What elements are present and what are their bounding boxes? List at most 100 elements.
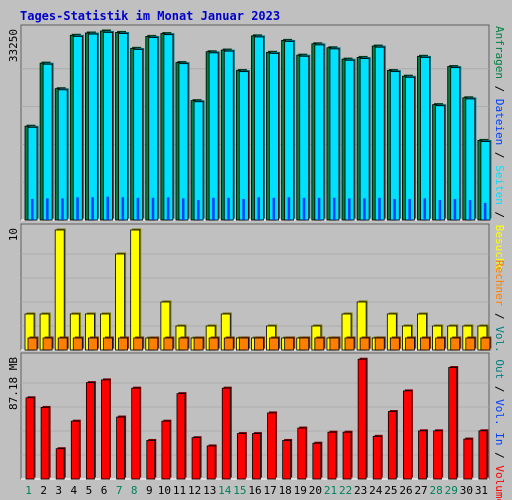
bar-sites-3 xyxy=(57,337,68,351)
y-max-label: 10 xyxy=(7,228,20,241)
legend-legend_top-item-0: Anfragen xyxy=(493,26,506,79)
bar-sites-1 xyxy=(27,337,38,351)
legend-legend_mid: Rechner / Vol. Out / Vol. In / Volumen xyxy=(493,260,506,500)
legend-legend_top-item-5: / xyxy=(493,205,506,225)
bar-pages-22 xyxy=(344,59,355,221)
legend-legend_top-item-1: / xyxy=(493,79,506,99)
bar-files-28 xyxy=(438,200,442,220)
bar-sites-6 xyxy=(103,337,113,351)
bar-files-14 xyxy=(227,197,230,220)
day-label-23: 23 xyxy=(354,484,367,497)
bar-files-17 xyxy=(272,197,276,220)
bar-files-16 xyxy=(257,197,260,220)
bar-kbytes-26 xyxy=(403,390,412,480)
y-max-label: 33250 xyxy=(7,29,20,62)
bar-visits-3 xyxy=(54,229,65,351)
legend-legend_top: Anfragen / Dateien / Seiten / Besuche xyxy=(493,26,506,271)
bar-kbytes-9 xyxy=(146,440,156,480)
bar-pages-10 xyxy=(163,34,174,221)
bar-sites-9 xyxy=(148,337,159,351)
day-label-30: 30 xyxy=(460,484,473,497)
day-label-10: 10 xyxy=(158,484,171,497)
legend-legend_mid-item-0: Rechner xyxy=(493,260,506,307)
bar-kbytes-30 xyxy=(463,438,473,480)
bar-sites-4 xyxy=(72,337,83,351)
bar-pages-15 xyxy=(238,71,249,221)
day-label-18: 18 xyxy=(279,484,292,497)
bar-files-30 xyxy=(468,200,472,220)
legend-legend_mid-item-3: / xyxy=(493,379,506,399)
bar-kbytes-10 xyxy=(161,420,171,480)
bar-sites-18 xyxy=(284,337,295,351)
bar-pages-17 xyxy=(269,53,279,221)
bar-files-29 xyxy=(453,198,457,220)
bar-kbytes-11 xyxy=(176,393,186,480)
bar-files-9 xyxy=(151,197,155,220)
bar-visits-8 xyxy=(130,229,141,351)
bar-sites-28 xyxy=(435,337,446,351)
bar-pages-9 xyxy=(148,37,159,221)
bar-kbytes-28 xyxy=(433,430,443,480)
bar-kbytes-18 xyxy=(282,440,292,480)
bar-kbytes-6 xyxy=(101,379,110,480)
bar-kbytes-3 xyxy=(55,448,65,480)
bar-sites-2 xyxy=(42,337,53,351)
bar-kbytes-19 xyxy=(297,427,307,480)
bar-pages-14 xyxy=(223,50,234,221)
bar-kbytes-16 xyxy=(252,433,261,480)
bar-sites-29 xyxy=(450,337,461,351)
bar-pages-27 xyxy=(420,57,430,221)
chart-panels: 33250 10 87.18 MB xyxy=(7,24,492,480)
day-label-9: 9 xyxy=(146,484,153,497)
day-label-26: 26 xyxy=(399,484,412,497)
bar-kbytes-15 xyxy=(236,433,246,480)
day-label-24: 24 xyxy=(369,484,383,497)
day-label-5: 5 xyxy=(86,484,93,497)
bar-kbytes-23 xyxy=(357,358,367,480)
bar-files-26 xyxy=(408,198,411,220)
bar-kbytes-12 xyxy=(191,437,201,480)
bar-pages-25 xyxy=(389,71,400,221)
legend-legend_mid-item-1: / xyxy=(493,306,506,326)
legend-legend_top-item-4: Seiten xyxy=(493,165,506,205)
bar-files-27 xyxy=(423,198,427,220)
bar-pages-11 xyxy=(178,63,189,221)
bar-sites-21 xyxy=(329,337,340,351)
bar-sites-7 xyxy=(118,337,128,351)
bar-sites-5 xyxy=(87,337,98,351)
bar-sites-22 xyxy=(344,337,355,351)
bar-sites-15 xyxy=(238,337,249,351)
day-label-15: 15 xyxy=(233,484,246,497)
bar-pages-21 xyxy=(329,48,340,221)
day-label-4: 4 xyxy=(71,484,78,497)
bar-pages-23 xyxy=(359,58,370,221)
day-label-12: 12 xyxy=(188,484,201,497)
bar-kbytes-31 xyxy=(478,430,488,480)
day-label-27: 27 xyxy=(414,484,427,497)
bar-sites-23 xyxy=(359,337,370,351)
bar-files-3 xyxy=(61,198,64,220)
day-label-31: 31 xyxy=(475,484,488,497)
bar-visits-7 xyxy=(115,253,125,351)
bar-kbytes-4 xyxy=(70,420,80,480)
legend-legend_mid-item-5: / xyxy=(493,445,506,465)
day-label-1: 1 xyxy=(25,484,32,497)
day-axis-labels: 1 2 3 4 5 6 7 8 9 10 11 12 13 14 15 16 17 18 19 20 21 22 23 24 2… xyxy=(25,484,488,497)
bar-files-18 xyxy=(287,197,291,220)
bar-sites-31 xyxy=(480,337,491,351)
bar-files-11 xyxy=(181,198,185,220)
bar-kbytes-25 xyxy=(387,411,397,480)
legend-legend_mid-item-2: Vol. Out xyxy=(493,326,506,379)
bar-files-15 xyxy=(242,198,245,220)
bar-kbytes-7 xyxy=(116,416,125,480)
legend-legend_top-item-3: / xyxy=(493,145,506,165)
bar-files-8 xyxy=(136,197,140,220)
bar-kbytes-20 xyxy=(312,442,322,480)
bar-pages-2 xyxy=(42,63,53,221)
day-label-8: 8 xyxy=(131,484,138,497)
bar-pages-26 xyxy=(405,76,415,221)
bar-pages-19 xyxy=(299,55,310,221)
bar-files-22 xyxy=(348,198,351,220)
day-label-16: 16 xyxy=(248,484,261,497)
